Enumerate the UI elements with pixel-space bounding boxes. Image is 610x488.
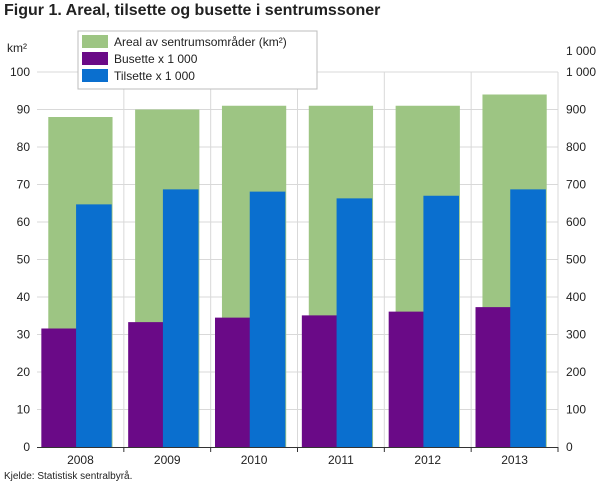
bar-busette — [128, 322, 164, 447]
x-tick-label: 2011 — [328, 453, 354, 467]
right-tick-label: 700 — [566, 178, 586, 192]
right-tick-label: 400 — [566, 290, 586, 304]
x-tick-label: 2010 — [241, 453, 268, 467]
right-tick-label: 1 000 — [566, 65, 596, 79]
bar-busette — [215, 317, 251, 447]
legend-box — [77, 30, 318, 90]
x-tick-label: 2013 — [501, 453, 528, 467]
bars — [41, 94, 547, 447]
x-tick-label: 2012 — [414, 453, 441, 467]
source-note: Kjelde: Statistisk sentralbyrå. — [4, 471, 133, 482]
left-tick-label: 30 — [17, 328, 31, 342]
chart-title: Figur 1. Areal, tilsette og busette i se… — [4, 2, 381, 19]
left-tick-label: 20 — [17, 365, 31, 379]
left-tick-label: 10 — [17, 403, 31, 417]
legend-label: Busette x 1 000 — [114, 52, 198, 66]
x-tick-label: 2009 — [154, 453, 181, 467]
left-tick-label: 100 — [10, 65, 30, 79]
bar-tilsette — [423, 195, 460, 447]
bar-busette — [41, 328, 77, 447]
bar-tilsette — [76, 204, 112, 447]
left-tick-label: 40 — [17, 290, 31, 304]
axes: 0 0 10 100 20 200 30 300 40 400 50 500 60 600 70 700 80 8… — [7, 41, 596, 467]
right-tick-label: 600 — [566, 215, 586, 229]
legend-label: Areal av sentrumsområder (km²) — [114, 35, 287, 49]
bar-tilsette — [336, 198, 373, 447]
right-tick-label: 100 — [566, 403, 586, 417]
legend-label: Tilsette x 1 000 — [114, 69, 195, 83]
left-tick-label: 80 — [17, 140, 31, 154]
right-tick-label: 500 — [566, 253, 586, 267]
right-tick-label: 300 — [566, 328, 586, 342]
bar-tilsette — [510, 189, 546, 447]
left-tick-label: 50 — [17, 253, 31, 267]
left-tick-label: 60 — [17, 215, 31, 229]
right-tick-label: 900 — [566, 103, 586, 117]
x-tick-label: 2008 — [67, 453, 94, 467]
right-axis-unit: 1 000 — [566, 44, 596, 58]
right-tick-label: 200 — [566, 365, 586, 379]
bar-busette — [475, 307, 512, 447]
bar-busette — [301, 315, 338, 447]
legend-swatch — [82, 69, 108, 82]
left-tick-label: 0 — [23, 440, 30, 454]
bar-tilsette — [249, 191, 286, 447]
left-axis-unit: km² — [7, 41, 27, 55]
legend: Areal av sentrumsområder (km²) Busette x … — [77, 30, 318, 90]
right-tick-label: 0 — [566, 440, 573, 454]
left-tick-label: 90 — [17, 103, 31, 117]
legend-swatch — [82, 52, 108, 65]
legend-swatch — [82, 35, 108, 48]
right-tick-label: 800 — [566, 140, 586, 154]
bar-tilsette — [162, 189, 199, 447]
bar-busette — [388, 311, 425, 447]
left-tick-label: 70 — [17, 178, 31, 192]
